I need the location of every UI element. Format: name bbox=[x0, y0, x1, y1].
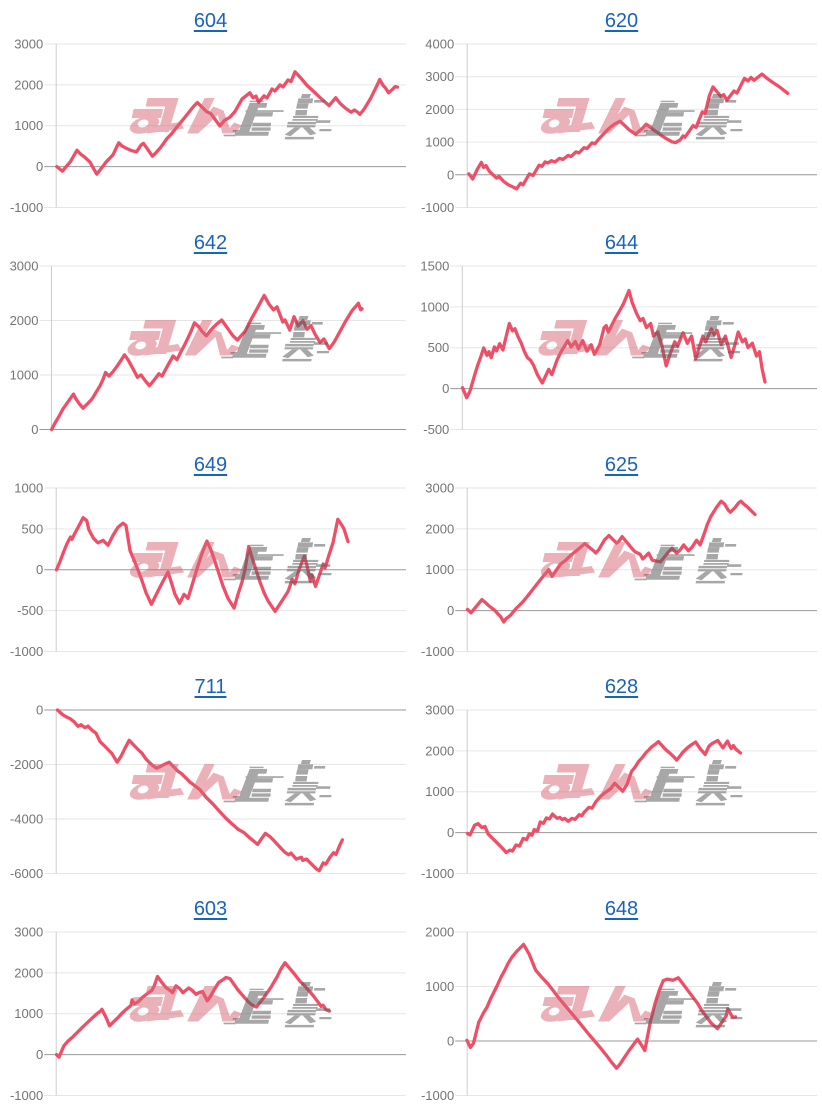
svg-text:-1000: -1000 bbox=[10, 1088, 43, 1103]
svg-text:-4000: -4000 bbox=[10, 812, 43, 827]
svg-text:4000: 4000 bbox=[425, 37, 454, 52]
svg-text:3000: 3000 bbox=[425, 703, 454, 718]
svg-text:2000: 2000 bbox=[14, 965, 43, 980]
svg-text:2000: 2000 bbox=[10, 313, 39, 328]
svg-text:0: 0 bbox=[36, 562, 43, 577]
svg-text:2000: 2000 bbox=[425, 925, 454, 940]
svg-text:1000: 1000 bbox=[425, 784, 454, 799]
svg-text:3000: 3000 bbox=[14, 925, 43, 940]
svg-text:0: 0 bbox=[447, 603, 454, 618]
svg-text:2000: 2000 bbox=[14, 77, 43, 92]
svg-text:3000: 3000 bbox=[425, 69, 454, 84]
svg-text:0: 0 bbox=[442, 381, 449, 396]
svg-text:-500: -500 bbox=[17, 603, 43, 618]
svg-text:0: 0 bbox=[447, 1034, 454, 1049]
svg-text:1000: 1000 bbox=[420, 299, 449, 314]
svg-text:1000: 1000 bbox=[425, 562, 454, 577]
svg-text:2000: 2000 bbox=[425, 521, 454, 536]
svg-text:0: 0 bbox=[36, 1047, 43, 1062]
svg-text:1000: 1000 bbox=[425, 135, 454, 150]
svg-text:3000: 3000 bbox=[425, 481, 454, 496]
svg-text:0: 0 bbox=[36, 703, 43, 718]
svg-text:-1000: -1000 bbox=[421, 866, 454, 881]
svg-text:500: 500 bbox=[21, 521, 43, 536]
svg-text:3000: 3000 bbox=[14, 37, 43, 52]
svg-text:2000: 2000 bbox=[425, 102, 454, 117]
svg-text:-1000: -1000 bbox=[10, 200, 43, 215]
svg-text:500: 500 bbox=[428, 340, 450, 355]
svg-text:0: 0 bbox=[31, 422, 38, 437]
svg-text:1000: 1000 bbox=[14, 481, 43, 496]
svg-text:1000: 1000 bbox=[14, 118, 43, 133]
svg-text:1500: 1500 bbox=[420, 259, 449, 274]
svg-text:0: 0 bbox=[36, 159, 43, 174]
svg-text:-6000: -6000 bbox=[10, 866, 43, 881]
svg-text:-1000: -1000 bbox=[421, 200, 454, 215]
svg-text:0: 0 bbox=[447, 825, 454, 840]
svg-text:1000: 1000 bbox=[14, 1006, 43, 1021]
svg-text:-1000: -1000 bbox=[10, 644, 43, 659]
svg-text:-2000: -2000 bbox=[10, 757, 43, 772]
svg-text:1000: 1000 bbox=[10, 368, 39, 383]
svg-text:-1000: -1000 bbox=[421, 644, 454, 659]
svg-text:3000: 3000 bbox=[10, 259, 39, 274]
svg-text:-1000: -1000 bbox=[421, 1088, 454, 1103]
svg-text:2000: 2000 bbox=[425, 743, 454, 758]
svg-text:0: 0 bbox=[447, 167, 454, 182]
svg-text:1000: 1000 bbox=[425, 979, 454, 994]
svg-text:-500: -500 bbox=[423, 422, 449, 437]
